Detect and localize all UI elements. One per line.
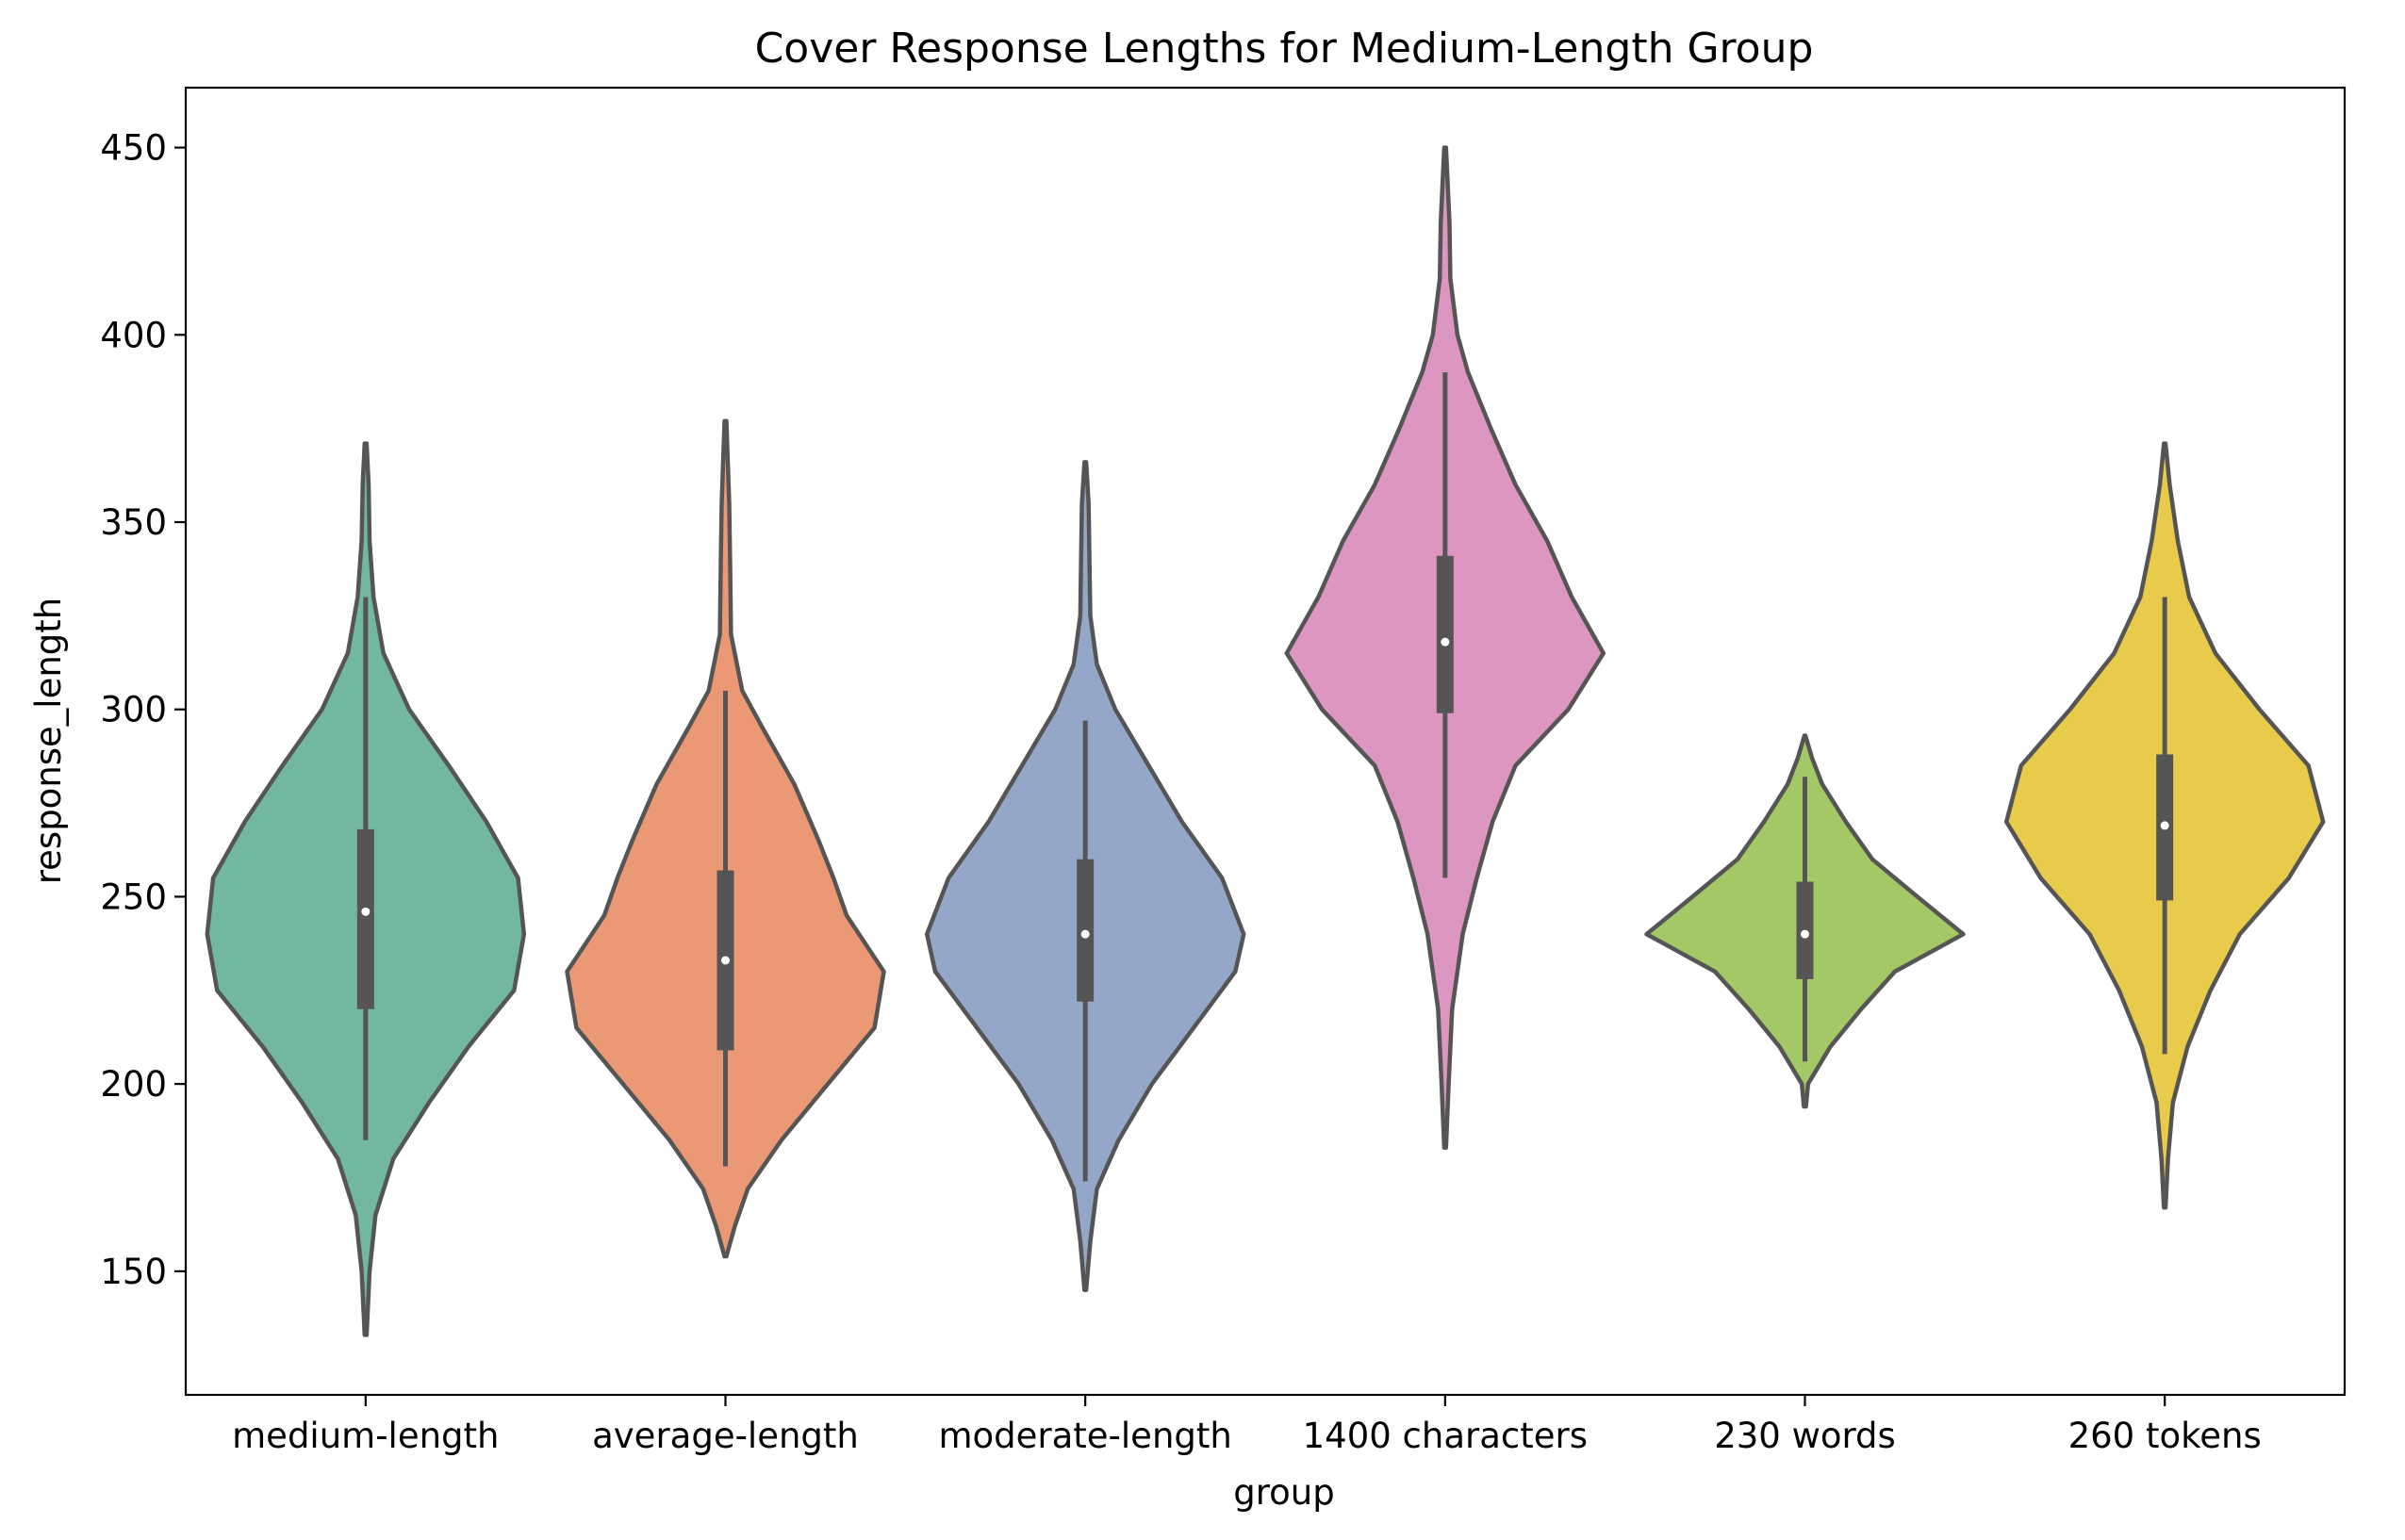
x-axis: medium-length average-length moderate-leng… [232,1395,2262,1456]
x-tick-label-3: 1400 characters [1303,1416,1588,1456]
y-axis-title: response_length [28,598,69,885]
y-axis: 150 200 250 300 350 400 450 [100,128,186,1292]
x-tick-label-1: average-length [592,1416,859,1456]
violin-iqr-box-0 [356,828,374,1009]
y-tick-label-450: 450 [100,128,167,169]
violin-group-4 [1644,733,1966,1109]
chart-title: Cover Response Lengths for Medium-Length… [755,25,1814,73]
x-tick-label-0: medium-length [232,1416,499,1456]
violin-median-5 [2160,821,2169,830]
violin-median-1 [721,956,730,965]
plot-frame [184,86,2347,1397]
violin-group-3 [1284,145,1606,1150]
violin-group-2 [924,460,1246,1292]
violin-group-5 [2003,441,2326,1210]
violin-median-4 [1801,929,1809,939]
violin-median-0 [361,907,371,916]
y-tick-label-350: 350 [100,502,167,543]
violin-median-3 [1441,637,1450,647]
violin-iqr-box-3 [1436,555,1454,713]
violin-group-0 [205,441,527,1337]
violin-group-1 [565,418,886,1259]
y-tick-label-300: 300 [100,690,167,730]
y-tick-label-400: 400 [100,315,167,355]
x-tick-label-2: moderate-length [938,1416,1231,1456]
x-tick-label-4: 230 words [1714,1416,1896,1456]
violin-median-2 [1080,929,1090,939]
x-tick-label-5: 260 tokens [2068,1416,2262,1456]
plot-area [205,145,2326,1337]
y-tick-label-200: 200 [100,1064,167,1105]
x-axis-title: group [1233,1472,1334,1513]
y-tick-label-150: 150 [100,1252,167,1292]
y-tick-label-250: 250 [100,876,167,917]
